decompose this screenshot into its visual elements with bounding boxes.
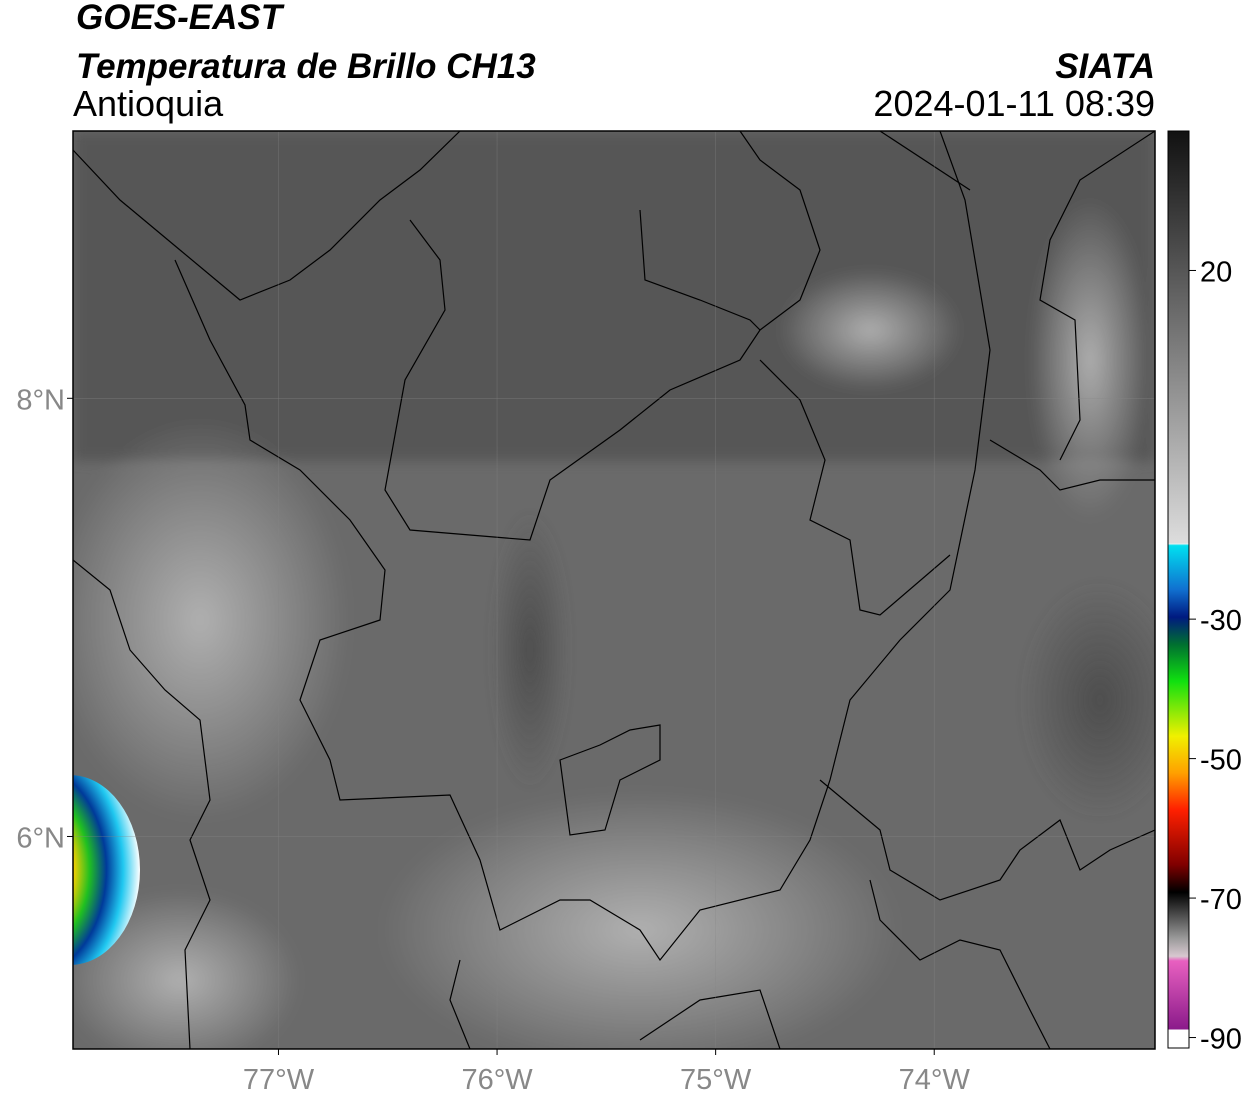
y-tick-label: 8°N xyxy=(16,384,65,416)
colorbar-tick-label: -50 xyxy=(1200,745,1242,777)
map xyxy=(73,131,1155,1049)
y-tick-label: 6°N xyxy=(16,822,65,854)
region: Antioquia xyxy=(73,83,224,124)
colorbar-tick-label: 20 xyxy=(1200,256,1232,288)
map-frame xyxy=(72,130,1156,1050)
colorbar xyxy=(1167,130,1190,1049)
cloud-field xyxy=(73,131,1155,1049)
source: SIATA xyxy=(1055,47,1155,86)
x-tick-label: 75°W xyxy=(680,1064,752,1096)
x-tick-label: 76°W xyxy=(461,1064,533,1096)
colorbar-tick-label: -30 xyxy=(1200,605,1242,637)
subtitle: Temperatura de Brillo CH13 xyxy=(76,47,536,86)
datetime: 2024-01-11 08:39 xyxy=(873,83,1155,124)
title: GOES-EAST xyxy=(76,0,285,37)
x-tick-label: 77°W xyxy=(243,1064,315,1096)
colorbar-tick-label: -70 xyxy=(1200,884,1242,916)
borders xyxy=(73,131,1155,1049)
convective-cell xyxy=(73,775,140,965)
colorbar-tick-label: -90 xyxy=(1200,1024,1242,1056)
x-tick-label: 74°W xyxy=(899,1064,971,1096)
